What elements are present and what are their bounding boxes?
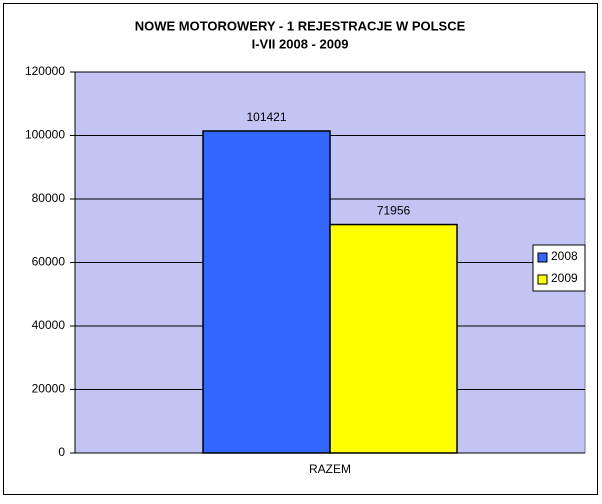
y-tick-label: 80000	[32, 191, 66, 205]
y-tick-label: 40000	[32, 318, 66, 332]
y-tick-label: 20000	[32, 382, 66, 396]
x-tick-label: RAZEM	[309, 462, 351, 476]
y-tick-label: 0	[58, 445, 65, 459]
chart-subtitle: I-VII 2008 - 2009	[252, 36, 349, 51]
chart-title: NOWE MOTOROWERY - 1 REJESTRACJE W POLSCE	[135, 18, 466, 33]
data-label: 101421	[246, 110, 286, 124]
y-tick-label: 100000	[25, 128, 65, 142]
legend-label: 2008	[551, 249, 578, 263]
y-tick-label: 120000	[25, 64, 65, 78]
legend-swatch	[537, 252, 548, 263]
legend-label: 2009	[551, 271, 578, 285]
y-tick-label: 60000	[32, 255, 66, 269]
legend-swatch	[537, 274, 548, 285]
bar	[329, 223, 458, 454]
data-label: 71956	[377, 204, 411, 218]
bar	[202, 130, 331, 454]
